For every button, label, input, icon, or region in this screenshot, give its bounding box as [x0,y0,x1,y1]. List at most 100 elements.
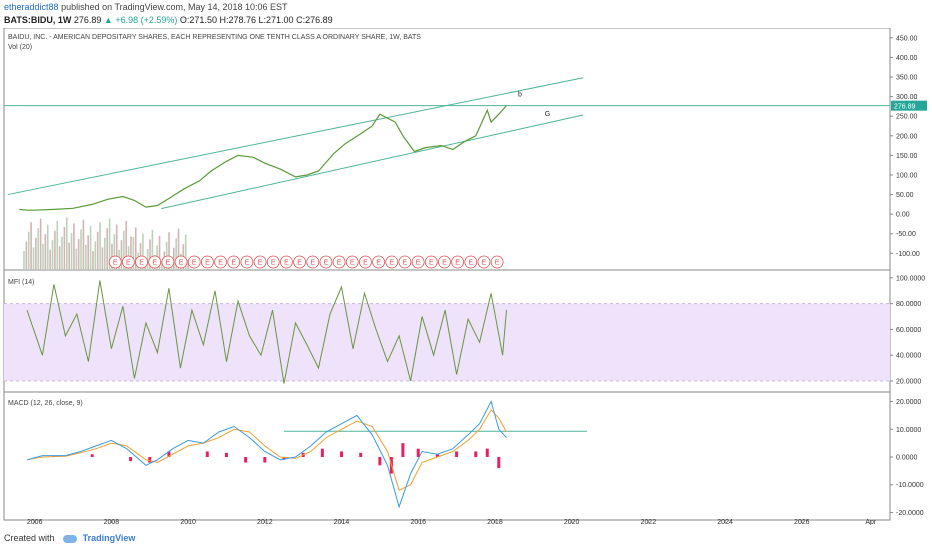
price-axis-tick-label: 150.00 [896,153,918,160]
earnings-marker-label: E [179,260,184,267]
macd-line [26,400,507,509]
high-value: 278.76 [228,15,256,25]
earnings-marker-label: E [205,260,210,267]
volume-bar [68,242,70,269]
earnings-marker-label: E [297,260,302,267]
open-value: 271.50 [189,15,217,25]
volume-bar [125,221,128,269]
earnings-marker-label: E [324,260,329,267]
volume-bar [44,234,47,269]
time-axis-tick-label: 2026 [794,519,810,525]
earnings-marker-label: E [350,260,355,267]
earnings-marker [490,255,504,269]
macd-histogram-bar [205,451,209,457]
earnings-marker-label: E [337,260,342,267]
mfi-band [4,303,890,381]
earnings-marker [187,255,201,269]
earnings-marker-label: E [245,260,250,267]
earnings-marker-label: E [271,260,276,267]
earnings-marker-label: E [126,260,131,267]
earnings-marker [280,255,293,269]
volume-bar [130,236,132,269]
tradingview-cloud-icon [63,534,78,543]
volume-bar [161,261,163,269]
macd-histogram-bar [435,454,439,457]
time-axis-tick-label: Apr [865,519,877,525]
volume-bar [115,224,118,269]
earnings-marker [306,255,320,269]
volume-bar [46,224,49,269]
volume-bar [132,237,135,269]
earnings-marker-label: E [284,260,289,267]
volume-indicator-label: Vol (20) [8,44,32,51]
volume-bar [134,227,137,269]
chart-area[interactable]: 450.00 400.00 350.00 300.00 250.00 200.00 150.… [0,27,932,526]
volume-bar [106,228,109,269]
earnings-marker [227,255,241,269]
earnings-marker [319,255,333,269]
volume-bar [168,232,170,269]
close-label: C: [296,15,306,25]
macd-axis-tick-label: -20.0000 [896,510,924,517]
macd-histogram-bar [485,448,489,457]
mfi-axis-tick-label: 80.0000 [896,301,921,308]
macd-histogram-bar [455,451,459,457]
volume-bar [184,234,187,269]
volume-bar [142,233,144,269]
earnings-marker [451,255,465,269]
earnings-marker-label: E [218,260,223,267]
volume-bar [42,243,44,269]
earnings-marker-label: E [455,260,460,267]
tradingview-brand[interactable]: TradingView [82,533,136,543]
change-up-icon: ▲ [103,15,113,25]
mfi-axis-tick-label: 40.0000 [896,353,921,360]
volume-bar [111,243,113,269]
price-axis-tick-label: 0.00 [896,212,910,219]
author-link[interactable]: etheraddict88 [4,2,59,12]
volume-bar [23,251,25,269]
earnings-marker [477,255,491,269]
earnings-marker [359,255,372,269]
macd-histogram-bar [340,451,344,457]
volume-bar [70,233,73,269]
earnings-marker-label: E [442,260,447,267]
volume-bar [37,228,40,269]
mfi-pane-title: MFI (14) [8,279,34,286]
last-price-marker [891,100,927,111]
macd-histogram-bar [129,457,133,462]
macd-histogram-bar [167,451,171,457]
volume-bar [39,218,42,269]
open-label: O: [179,15,190,25]
volume-bar [165,241,168,269]
volume-bar [172,247,175,269]
last-price-label: 276.89 [894,104,916,111]
earnings-marker [201,255,214,269]
price-axis-tick-label: 250.00 [896,114,918,121]
volume-bar [120,240,123,269]
volume-bar [92,251,94,269]
low-label: L: [258,15,267,25]
volume-bar [30,222,32,269]
volume-bar [187,259,189,269]
volume-bar [85,245,87,269]
macd-histogram-bar [90,454,94,457]
earnings-marker [240,255,254,269]
earnings-marker-label: E [416,260,421,267]
macd-axis-tick-label: 10.0000 [896,427,921,434]
macd-axis-tick-label: 20.0000 [896,399,921,406]
volume-bar [51,240,54,269]
channel-trendline [161,114,584,210]
earnings-marker [253,255,267,269]
earnings-marker [345,255,359,269]
time-axis-tick-label: 2024 [717,519,733,525]
time-axis-tick-label: 2016 [410,519,426,525]
chart-svg[interactable]: 450.00 400.00 350.00 300.00 250.00 200.00 150.… [0,27,932,526]
quote-line: BATS:BIDU, 1W 276.89 ▲ +6.98 (+2.59%) O:… [4,15,333,25]
earnings-marker-label: E [231,260,236,267]
mfi-axis-tick-label: 60.0000 [896,327,921,334]
volume-bar [25,241,28,269]
macd-histogram-bar [282,457,286,460]
volume-bar [75,248,78,269]
volume-bar [58,246,61,269]
earnings-marker-label: E [389,260,394,267]
